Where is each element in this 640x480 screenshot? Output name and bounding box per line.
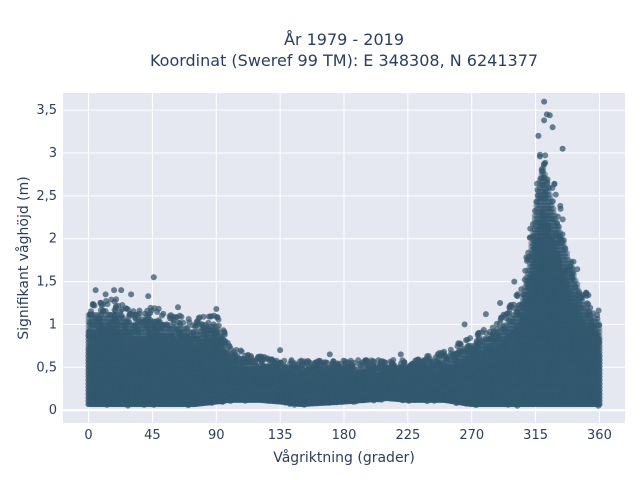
data-point <box>440 350 447 357</box>
data-point <box>542 190 549 197</box>
data-point <box>304 358 311 364</box>
data-point <box>390 357 397 363</box>
data-point <box>144 312 151 319</box>
data-point <box>184 324 191 331</box>
data-point <box>205 313 212 320</box>
data-point <box>467 335 474 342</box>
data-point <box>498 314 505 321</box>
chart-title: År 1979 - 2019 Koordinat (Sweref 99 TM):… <box>150 30 538 70</box>
data-point <box>288 358 295 365</box>
chart-title-line-1: År 1979 - 2019 <box>284 30 404 49</box>
data-point <box>160 310 167 317</box>
data-point <box>104 301 111 308</box>
data-point <box>551 289 558 296</box>
data-point <box>559 216 566 223</box>
data-point <box>185 316 192 322</box>
data-point <box>518 286 525 293</box>
data-point <box>127 310 134 317</box>
data-point <box>554 375 561 382</box>
data-point <box>97 299 104 306</box>
data-point <box>551 181 558 188</box>
data-point <box>536 153 543 160</box>
data-point <box>542 152 549 159</box>
data-point <box>552 191 559 198</box>
data-point <box>543 284 550 291</box>
data-point <box>176 320 183 326</box>
data-point <box>134 312 141 319</box>
data-point <box>111 298 118 305</box>
data-point <box>575 327 582 334</box>
data-point <box>211 312 218 319</box>
data-point <box>151 305 158 312</box>
data-point <box>193 319 200 326</box>
data-point <box>91 302 98 309</box>
data-point <box>238 348 245 355</box>
data-point <box>538 210 545 217</box>
data-point <box>359 359 366 366</box>
data-point <box>312 359 319 366</box>
data-point <box>122 305 129 312</box>
data-point <box>478 329 485 336</box>
data-point <box>530 272 537 279</box>
data-points <box>85 98 603 409</box>
data-point <box>268 357 275 364</box>
data-point <box>176 312 183 319</box>
data-point <box>595 307 602 314</box>
data-point <box>557 205 564 212</box>
data-point <box>425 353 432 359</box>
chart-title-line-2: Koordinat (Sweref 99 TM): E 348308, N 62… <box>150 51 538 70</box>
data-point <box>506 306 513 313</box>
data-point <box>585 292 592 299</box>
data-point <box>244 352 251 358</box>
data-point <box>551 356 557 363</box>
